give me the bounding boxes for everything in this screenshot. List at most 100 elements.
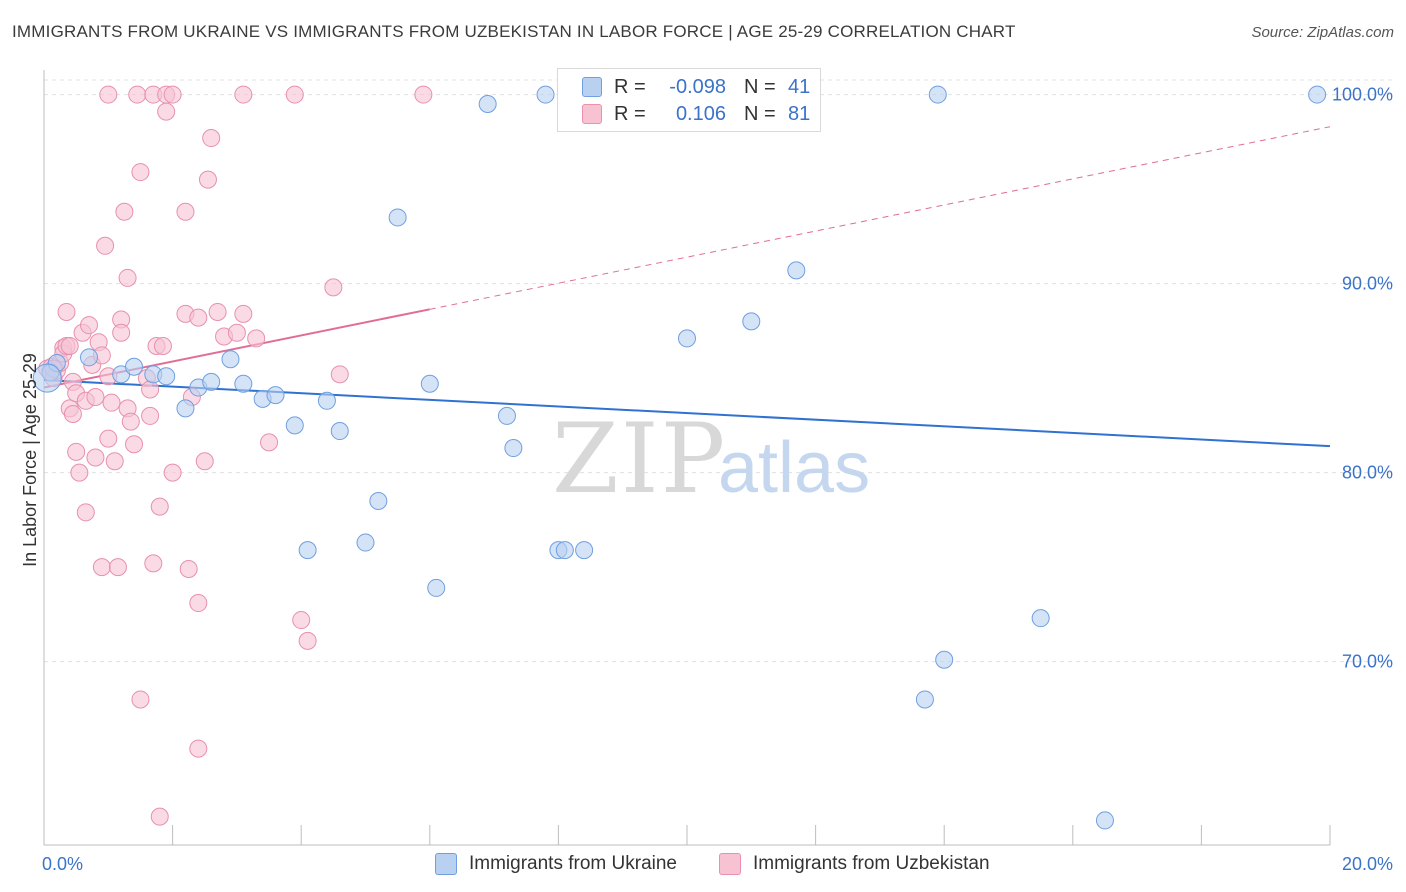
- uzbekistan-point: [141, 380, 160, 399]
- legend-n-value: 41: [788, 75, 811, 98]
- ukraine-point: [1308, 85, 1327, 104]
- legend-r-value: 0.106: [675, 102, 726, 125]
- uzbekistan-point: [298, 631, 317, 650]
- ukraine-point: [575, 541, 594, 560]
- ukraine-point: [317, 391, 336, 410]
- ukraine-point: [427, 578, 446, 597]
- y-tick-label: 80.0%: [1342, 463, 1393, 483]
- ukraine-point: [928, 85, 947, 104]
- uzbekistan-point: [121, 412, 140, 431]
- y-tick-label: 100.0%: [1332, 85, 1393, 105]
- ukraine-legend-swatch: [435, 853, 457, 875]
- uzbekistan-point: [57, 302, 76, 321]
- uzbekistan-point: [150, 807, 169, 826]
- uzbekistan-point: [125, 435, 144, 454]
- ukraine-point: [330, 422, 349, 441]
- uzbekistan-point: [70, 463, 89, 482]
- legend-r-label: R =: [614, 102, 646, 125]
- uzbekistan-point: [234, 304, 253, 323]
- x-tick-label: 0.0%: [42, 854, 83, 874]
- uzbekistan-point: [141, 406, 160, 425]
- trend-line-uzbekistan-dashed: [429, 126, 1331, 310]
- uzbekistan-point: [324, 278, 343, 297]
- ukraine-point: [221, 350, 240, 369]
- bottom-legend-ukraine: Immigrants from Ukraine: [435, 852, 677, 876]
- uzbekistan-point: [112, 323, 131, 342]
- chart-title: IMMIGRANTS FROM UKRAINE VS IMMIGRANTS FR…: [12, 22, 1016, 41]
- tick-labels: 70.0% 80.0% 90.0% 100.0% 0.0% 20.0%: [42, 85, 1393, 874]
- ukraine-point: [125, 357, 144, 376]
- uzbekistan-point: [115, 202, 134, 221]
- uzbekistan-point: [67, 442, 86, 461]
- ukraine-point: [555, 541, 574, 560]
- ukraine-point: [202, 372, 221, 391]
- uzbekistan-point: [202, 129, 221, 148]
- ukraine-point: [915, 690, 934, 709]
- uzbekistan-point: [157, 102, 176, 121]
- ukraine-point: [1031, 609, 1050, 628]
- ukraine-point: [32, 363, 62, 393]
- uzbekistan-point: [260, 433, 279, 452]
- uzbekistan-point: [76, 503, 95, 522]
- uzbekistan-swatch: [582, 104, 602, 124]
- uzbekistan-point: [60, 336, 79, 355]
- ukraine-point: [234, 374, 253, 393]
- uzbekistan-point: [330, 365, 349, 384]
- uzbekistan-point: [285, 85, 304, 104]
- uzbekistan-point: [118, 268, 137, 287]
- uzbekistan-point: [227, 323, 246, 342]
- uzbekistan-point: [150, 497, 169, 516]
- legend-row-ukraine: R = -0.098 N = 41: [582, 74, 810, 100]
- uzbekistan-point: [153, 336, 172, 355]
- ukraine-point: [266, 386, 285, 405]
- uzbekistan-legend-swatch: [719, 853, 741, 875]
- legend-r-label: R =: [614, 75, 646, 98]
- uzbekistan-point: [102, 393, 121, 412]
- ukraine-point: [536, 85, 555, 104]
- ukraine-point: [678, 329, 696, 348]
- trend-lines: [43, 126, 1331, 448]
- ukraine-point: [369, 491, 388, 510]
- ukraine-point: [935, 650, 954, 669]
- uzbekistan-point: [247, 329, 266, 348]
- watermark-zip: ZIP: [552, 403, 727, 515]
- uzbekistan-point: [128, 85, 147, 104]
- legend-n-label: N =: [744, 75, 776, 98]
- ukraine-point: [298, 541, 317, 560]
- uzbekistan-point: [414, 85, 433, 104]
- ukraine-point: [497, 406, 516, 425]
- uzbekistan-point: [189, 594, 208, 613]
- uzbekistan-point: [92, 558, 111, 577]
- source-label: Source: ZipAtlas.com: [1251, 24, 1394, 41]
- uzbekistan-point: [80, 316, 99, 335]
- legend-r-value: -0.098: [669, 75, 726, 98]
- correlation-legend: R = -0.098 N = 41 R = 0.106 N = 81: [557, 68, 821, 132]
- series-uzbekistan: [38, 85, 433, 826]
- ukraine-point: [176, 399, 195, 418]
- uzbekistan-point: [189, 739, 208, 758]
- uzbekistan-point: [195, 452, 214, 471]
- uzbekistan-point: [105, 452, 124, 471]
- ukraine-point: [1095, 811, 1114, 830]
- uzbekistan-point: [86, 448, 105, 467]
- axes: [43, 70, 1331, 846]
- uzbekistan-point: [179, 560, 198, 579]
- uzbekistan-legend-label: Immigrants from Uzbekistan: [753, 853, 990, 874]
- ukraine-point: [504, 439, 523, 458]
- uzbekistan-point: [99, 85, 118, 104]
- uzbekistan-point: [163, 85, 182, 104]
- ukraine-point: [157, 367, 176, 386]
- ukraine-point: [787, 261, 806, 280]
- y-axis-label: In Labor Force | Age 25-29: [20, 353, 40, 567]
- uzbekistan-point: [108, 558, 127, 577]
- uzbekistan-point: [292, 611, 311, 630]
- legend-n-label: N =: [744, 102, 776, 125]
- ukraine-point: [742, 312, 761, 331]
- y-tick-label: 70.0%: [1342, 652, 1393, 672]
- uzbekistan-point: [198, 170, 217, 189]
- ukraine-point: [356, 533, 375, 552]
- ukraine-point: [285, 416, 304, 435]
- uzbekistan-point: [176, 202, 195, 221]
- y-tick-label: 90.0%: [1342, 274, 1393, 294]
